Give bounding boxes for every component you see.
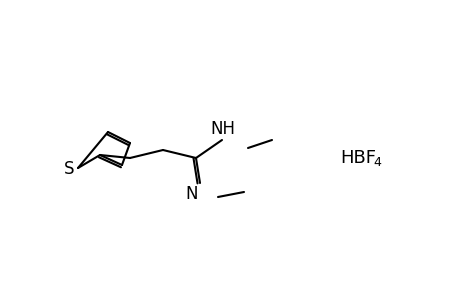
Text: S: S [64, 160, 74, 178]
Text: NH: NH [210, 120, 235, 138]
Text: 4: 4 [372, 155, 380, 169]
Text: N: N [185, 185, 197, 203]
Text: HBF: HBF [339, 149, 375, 167]
